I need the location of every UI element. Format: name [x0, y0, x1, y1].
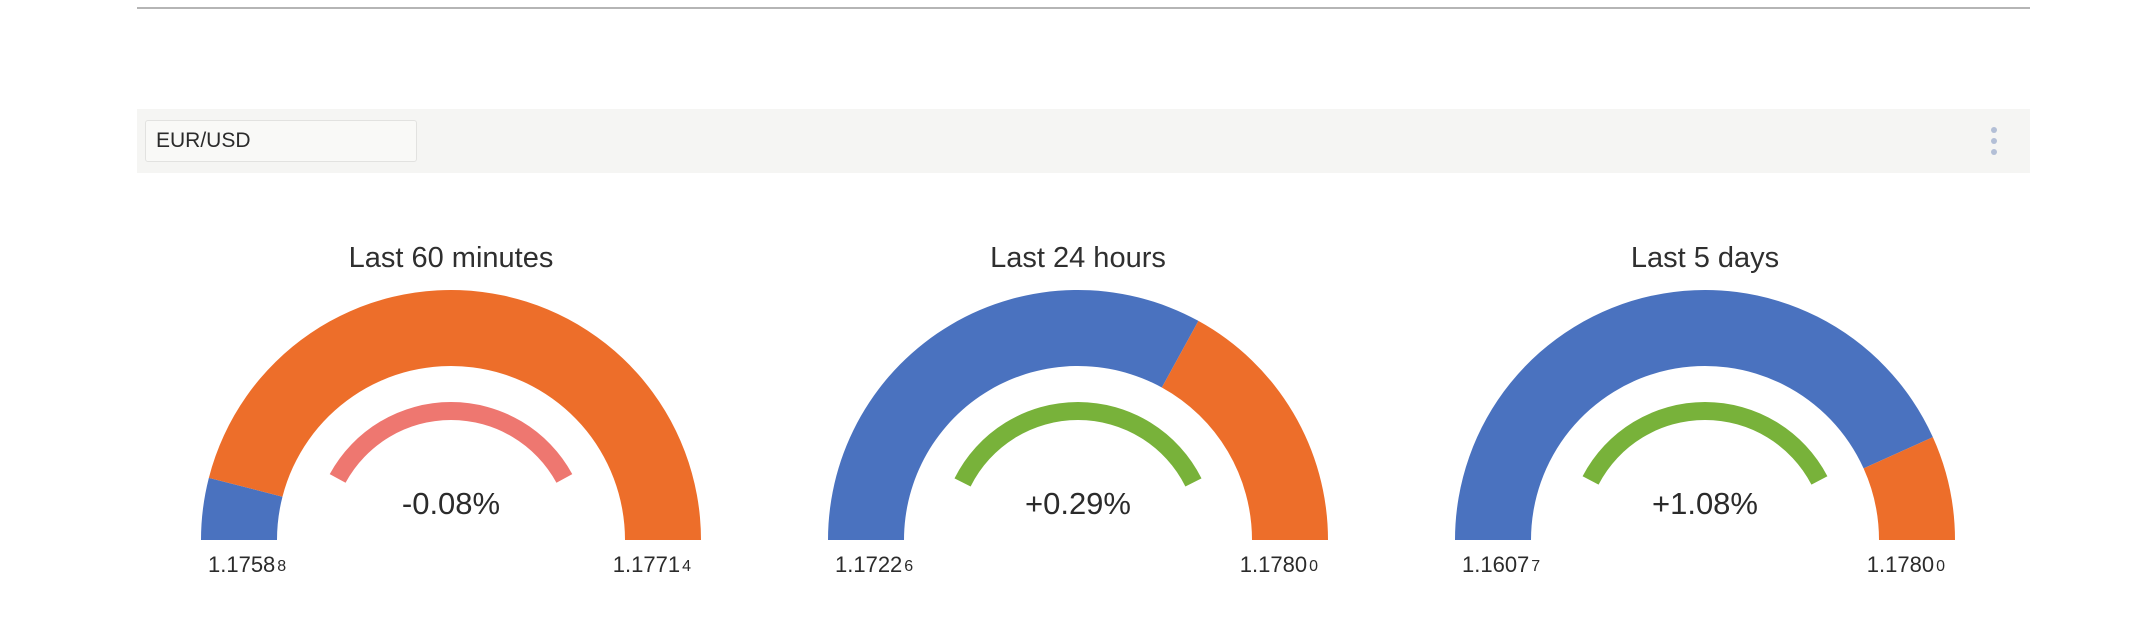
range-above-current-arc: [1161, 320, 1328, 540]
range-low: 1.1758 8: [208, 552, 286, 578]
gauge-title: Last 24 hours: [990, 242, 1166, 274]
currency-pair-select[interactable]: EUR/USD: [145, 120, 417, 162]
gauge-title: Last 5 days: [1630, 242, 1780, 274]
range-low-main: 1.1758: [208, 552, 276, 577]
range-below-current-arc: [201, 477, 283, 540]
gauge-chart: [1455, 289, 1955, 540]
range-below-current-arc: [828, 289, 1199, 540]
range-high-pip: 0: [1936, 558, 1945, 575]
range-above-current-arc: [1863, 437, 1955, 540]
range-high-main: 1.1771: [612, 552, 681, 577]
gauge-chart: [828, 289, 1328, 540]
range-low-pip: 7: [1531, 558, 1541, 575]
range-low: 1.1607 7: [1462, 552, 1540, 578]
gauge-last-24-hours: Last 24 hours +0.29% 1.1722 6 1.1780 0: [818, 230, 1338, 590]
change-indicator-arc: [954, 402, 1202, 487]
range-low: 1.1722 6: [835, 552, 913, 578]
range-above-current-arc: [208, 289, 701, 540]
range-high-pip: 0: [1309, 558, 1318, 575]
change-indicator-arc: [329, 402, 573, 483]
range-low-main: 1.1607: [1462, 552, 1530, 577]
kebab-dot: [1991, 149, 1997, 155]
kebab-dot: [1991, 127, 1997, 133]
gauge-last-60-minutes: Last 60 minutes -0.08% 1.1758 8 1.1771 4: [191, 230, 711, 590]
change-percent: -0.08%: [401, 486, 501, 521]
kebab-menu-icon[interactable]: [1988, 127, 2000, 155]
range-high-main: 1.1780: [1239, 552, 1308, 577]
range-high-pip: 4: [682, 558, 691, 575]
change-indicator-arc: [1582, 402, 1828, 485]
top-divider: [137, 7, 2030, 9]
range-low-pip: 8: [277, 558, 287, 575]
range-low-main: 1.1722: [835, 552, 903, 577]
range-high: 1.1771 4: [613, 552, 691, 578]
gauge-title: Last 60 minutes: [348, 242, 554, 274]
gauge-last-5-days: Last 5 days +1.08% 1.1607 7 1.1780 0: [1445, 230, 1965, 590]
range-high-main: 1.1780: [1866, 552, 1935, 577]
range-below-current-arc: [1455, 289, 1933, 540]
change-percent: +1.08%: [1651, 486, 1758, 521]
kebab-dot: [1991, 138, 1997, 144]
range-low-pip: 6: [904, 558, 914, 575]
toolbar: EUR/USD: [137, 109, 2030, 173]
range-high: 1.1780 0: [1867, 552, 1945, 578]
change-percent: +0.29%: [1024, 486, 1131, 521]
gauge-chart: [201, 289, 701, 540]
range-high: 1.1780 0: [1240, 552, 1318, 578]
